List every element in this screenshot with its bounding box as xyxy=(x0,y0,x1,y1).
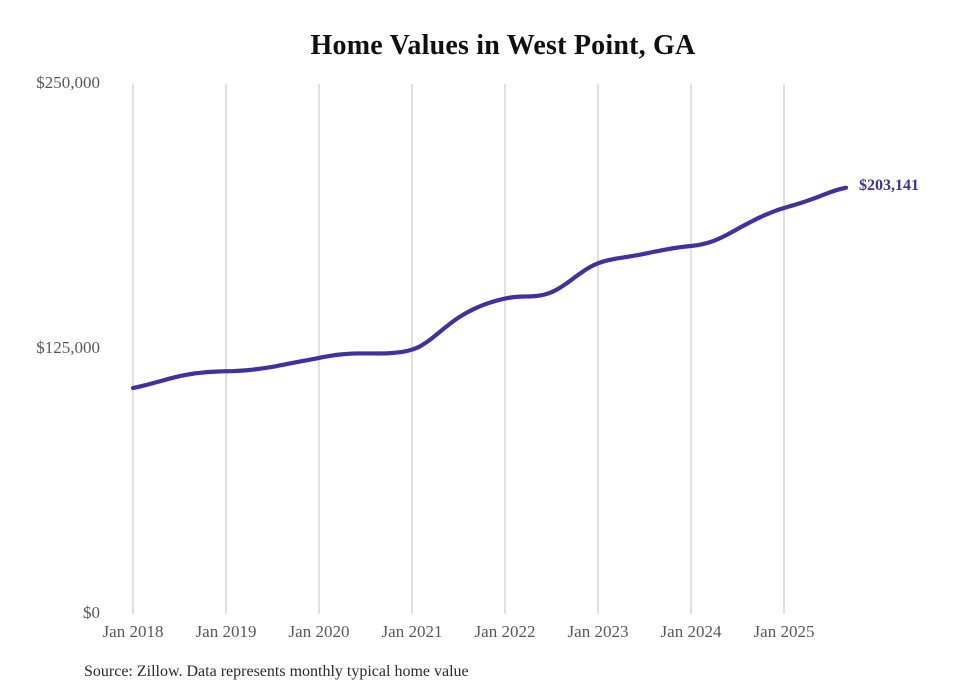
x-tick-label-jan-2025: Jan 2025 xyxy=(753,622,815,641)
x-tick-label-jan-2019: Jan 2019 xyxy=(195,622,257,641)
x-tick-label-jan-2021: Jan 2021 xyxy=(381,622,443,641)
end-point-value-label: $203,141 xyxy=(859,176,919,194)
x-tick-label-jan-2022: Jan 2022 xyxy=(474,622,536,641)
y-tick-label-250000: $250,000 xyxy=(36,73,100,92)
chart-title: Home Values in West Point, GA xyxy=(310,30,696,61)
y-tick-label-125000: $125,000 xyxy=(36,338,100,357)
y-tick-label-0: $0 xyxy=(83,603,100,622)
series-line-group xyxy=(130,185,849,391)
gridlines-group xyxy=(132,84,785,614)
series-line-typical-home-value xyxy=(130,185,849,391)
x-tick-label-jan-2020: Jan 2020 xyxy=(288,622,350,641)
x-tick-label-jan-2024: Jan 2024 xyxy=(660,622,722,641)
source-footnote: Source: Zillow. Data represents monthly … xyxy=(84,663,469,680)
x-tick-label-jan-2023: Jan 2023 xyxy=(567,622,629,641)
x-tick-label-jan-2018: Jan 2018 xyxy=(102,622,164,641)
